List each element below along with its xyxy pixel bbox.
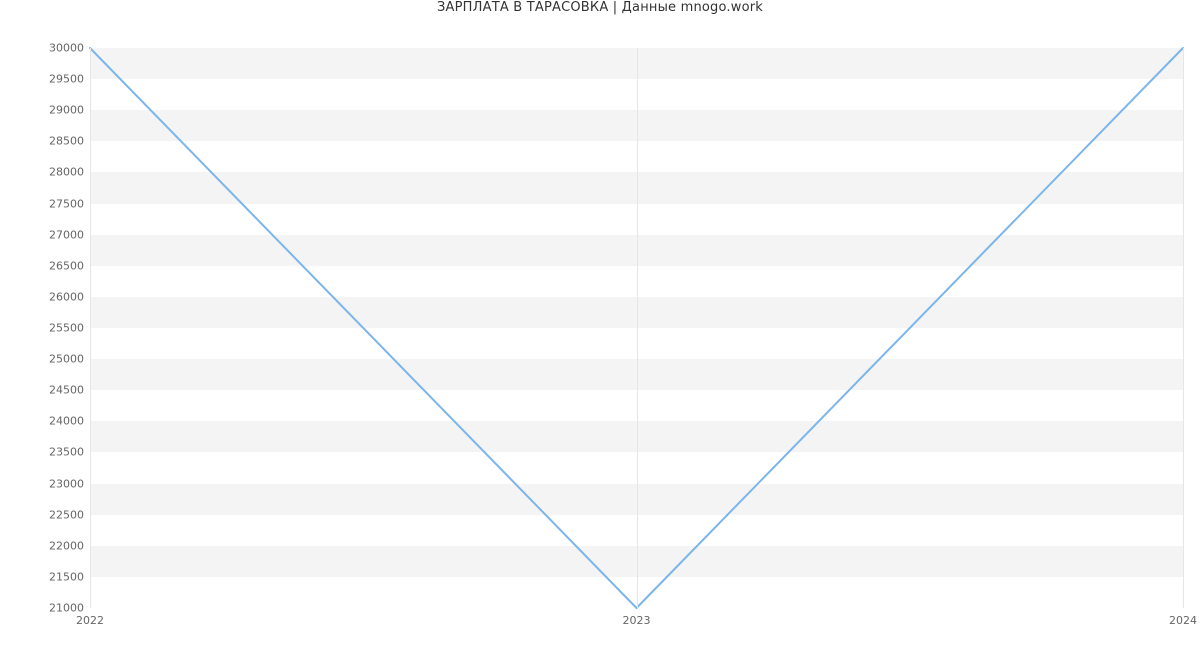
y-tick-label: 26000 xyxy=(49,290,84,303)
x-gridline xyxy=(90,48,91,608)
y-tick-label: 22500 xyxy=(49,508,84,521)
y-tick-label: 28000 xyxy=(49,166,84,179)
x-tick-label: 2024 xyxy=(1169,614,1197,627)
y-tick-label: 22000 xyxy=(49,539,84,552)
y-tick-label: 21500 xyxy=(49,570,84,583)
y-tick-label: 28500 xyxy=(49,135,84,148)
chart-container: ЗАРПЛАТА В ТАРАСОВКА | Данные mnogo.work… xyxy=(0,0,1200,650)
chart-title: ЗАРПЛАТА В ТАРАСОВКА | Данные mnogo.work xyxy=(0,0,1200,15)
y-tick-label: 27500 xyxy=(49,197,84,210)
y-tick-label: 29000 xyxy=(49,104,84,117)
y-tick-label: 21000 xyxy=(49,602,84,615)
x-gridline xyxy=(637,48,638,608)
plot-area: 2100021500220002250023000235002400024500… xyxy=(90,48,1183,608)
x-tick-label: 2022 xyxy=(76,614,104,627)
y-tick-label: 29500 xyxy=(49,73,84,86)
y-tick-label: 27000 xyxy=(49,228,84,241)
y-tick-label: 23500 xyxy=(49,446,84,459)
x-gridline xyxy=(1183,48,1184,608)
y-tick-label: 30000 xyxy=(49,42,84,55)
y-tick-label: 24500 xyxy=(49,384,84,397)
x-tick-label: 2023 xyxy=(623,614,651,627)
y-tick-label: 25500 xyxy=(49,322,84,335)
y-tick-label: 26500 xyxy=(49,259,84,272)
y-tick-label: 23000 xyxy=(49,477,84,490)
y-tick-label: 24000 xyxy=(49,415,84,428)
y-tick-label: 25000 xyxy=(49,353,84,366)
